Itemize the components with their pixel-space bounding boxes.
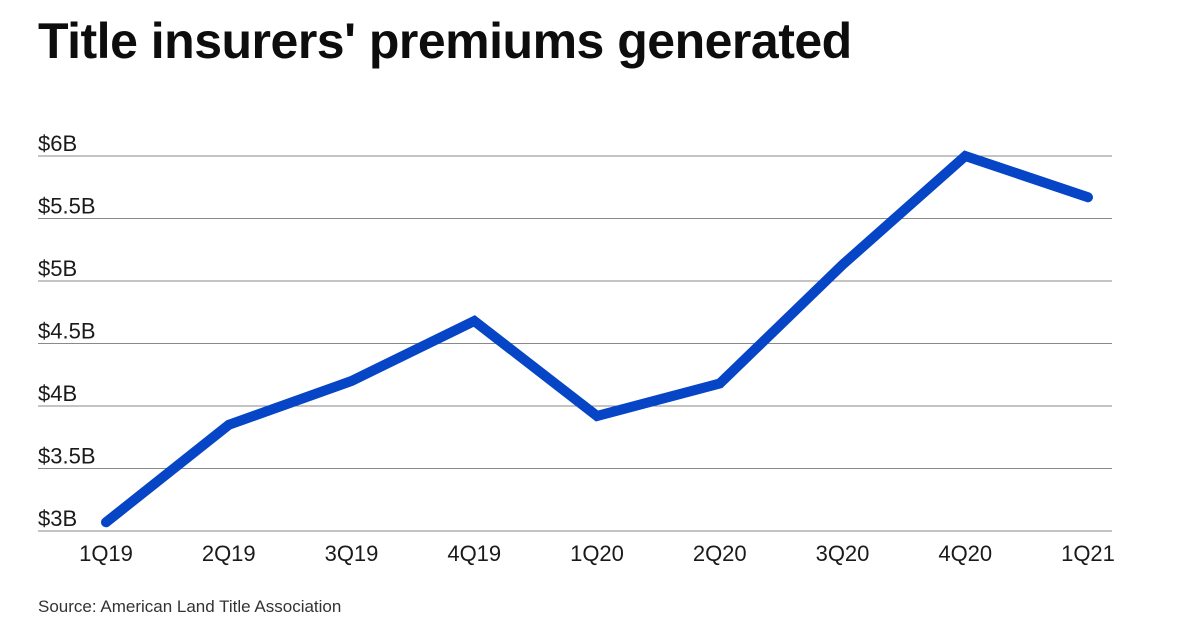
series-line xyxy=(101,150,1093,528)
chart-title: Title insurers' premiums generated xyxy=(38,13,852,69)
y-tick-label: $5.5B xyxy=(38,194,96,219)
gridlines xyxy=(38,155,1112,532)
x-tick-label: 4Q20 xyxy=(938,541,992,566)
y-axis-labels: $3B $3.5B $4B $4.5B $5B $5.5B $6B xyxy=(38,131,96,531)
x-tick-label: 1Q21 xyxy=(1061,541,1115,566)
y-tick-label: $3.5B xyxy=(38,444,96,469)
y-tick-label: $6B xyxy=(38,131,77,156)
x-tick-label: 2Q20 xyxy=(693,541,747,566)
x-tick-label: 3Q20 xyxy=(816,541,870,566)
series-layer xyxy=(101,150,1093,528)
x-tick-label: 1Q20 xyxy=(570,541,624,566)
x-axis-labels: 1Q19 2Q19 3Q19 4Q19 1Q20 2Q20 3Q20 4Q20 1Q21 xyxy=(79,541,1115,566)
x-tick-label: 3Q19 xyxy=(325,541,379,566)
y-tick-label: $3B xyxy=(38,506,77,531)
y-tick-label: $4B xyxy=(38,381,77,406)
y-tick-label: $4.5B xyxy=(38,319,96,344)
x-tick-label: 4Q19 xyxy=(447,541,501,566)
x-tick-label: 1Q19 xyxy=(79,541,133,566)
source-note: Source: American Land Title Association xyxy=(38,597,342,616)
y-tick-label: $5B xyxy=(38,256,77,281)
x-tick-label: 2Q19 xyxy=(202,541,256,566)
